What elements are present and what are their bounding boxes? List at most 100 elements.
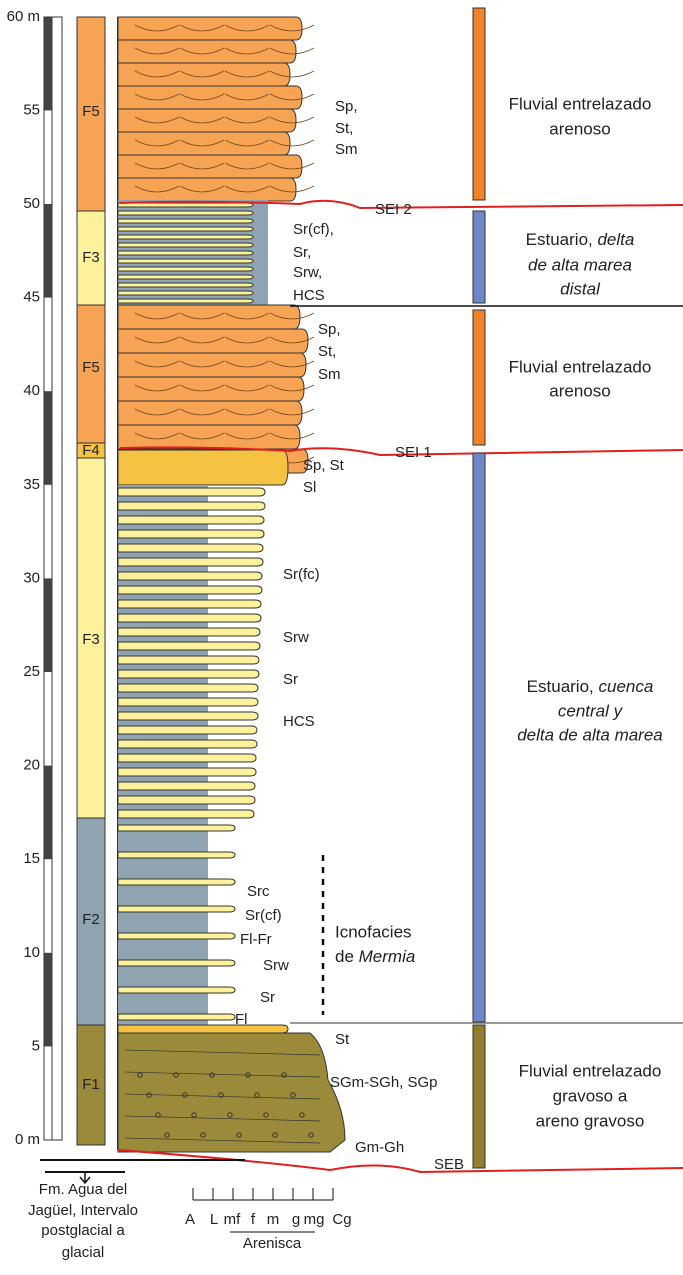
formation-label: Jagüel, Intervalo <box>28 1202 138 1219</box>
lithofacies-label: Sm <box>335 141 358 158</box>
scale-segment <box>44 953 52 1047</box>
thin-bed <box>118 227 253 231</box>
grain-label: A <box>185 1211 195 1228</box>
environment-label: Fluvial entrelazado <box>509 357 652 376</box>
ripple-bed <box>118 558 263 566</box>
ripple-lens <box>118 825 235 831</box>
scale-segment <box>44 578 52 672</box>
ripple-bed <box>118 782 255 790</box>
sand-bed <box>118 86 302 109</box>
environment-label: Estuario, delta <box>526 230 635 249</box>
ripple-bed <box>118 642 260 650</box>
lithofacies-label: Sm <box>318 366 341 383</box>
scale-label: 45 <box>23 289 40 306</box>
scale-label: 0 m <box>15 1131 40 1148</box>
thin-bed <box>118 259 253 263</box>
lithofacies-label: Gm-Gh <box>355 1139 404 1156</box>
scale-segment <box>44 17 52 111</box>
environment-label: de alta marea <box>528 255 632 274</box>
ripple-bed <box>118 810 254 818</box>
scale-label: 40 <box>23 382 40 399</box>
surface-label: SEI 2 <box>375 201 412 218</box>
scale-segment <box>44 766 52 860</box>
thin-bed <box>118 243 253 247</box>
lithofacies-label: St, <box>318 343 336 360</box>
ripple-bed <box>118 586 262 594</box>
formation-label: Fm. Agua del <box>39 1181 127 1198</box>
ichno-label: Icnofacies <box>335 922 412 941</box>
sand-bed <box>118 178 296 201</box>
ripple-bed <box>118 796 255 804</box>
ripple-bed <box>118 754 256 762</box>
scale-bar <box>52 17 62 1140</box>
scale-label: 50 <box>23 195 40 212</box>
facies-label: F1 <box>82 1076 100 1093</box>
environment-bar <box>473 211 485 303</box>
scale-label: 30 <box>23 569 40 586</box>
formation-label: glacial <box>62 1244 105 1261</box>
lithofacies-label: Srw, <box>293 264 322 281</box>
environment-label: Estuario, cuenca <box>527 677 654 696</box>
env-text: Estuario, <box>527 677 599 696</box>
lithofacies-label: Src <box>247 883 270 900</box>
facies-label: F4 <box>82 442 100 459</box>
ripple-bed <box>118 768 256 776</box>
environment-label: central y <box>558 701 624 720</box>
lithofacies-label: St <box>335 1031 350 1048</box>
thin-bed <box>118 203 253 207</box>
thin-bed <box>118 267 253 271</box>
surface-label: SEB <box>434 1156 464 1173</box>
lithofacies-label: HCS <box>283 713 315 730</box>
scale-label: 20 <box>23 757 40 774</box>
facies-label: F3 <box>82 249 100 266</box>
ripple-bed <box>118 698 258 706</box>
thin-bed <box>118 291 253 295</box>
lithofacies-label: Srw <box>283 629 309 646</box>
ripple-lens <box>118 987 235 993</box>
environment-bar <box>473 310 485 445</box>
env-text: Estuario, <box>526 230 598 249</box>
thin-bed <box>118 251 253 255</box>
ripple-bed <box>118 670 259 678</box>
grain-label: mg <box>304 1211 325 1228</box>
environment-label: arenoso <box>549 119 610 138</box>
sand-bed <box>118 40 296 63</box>
ripple-bed <box>118 488 265 496</box>
ripple-bed <box>118 726 257 734</box>
ripple-bed <box>118 600 261 608</box>
env-text: cuenca <box>598 677 653 696</box>
ripple-bed <box>118 712 258 720</box>
grain-name: Arenisca <box>243 1235 302 1252</box>
environment-bar <box>473 8 485 200</box>
ripple-bed <box>118 502 265 510</box>
lithofacies-label: Sp, <box>335 98 358 115</box>
ripple-lens <box>118 906 235 912</box>
ichno-text: de <box>335 947 359 966</box>
lithofacies-label: Sp, <box>318 321 341 338</box>
environment-label: gravoso a <box>553 1086 628 1105</box>
scale-label: 55 <box>23 101 40 118</box>
ripple-bed <box>118 544 263 552</box>
facies-label: F3 <box>82 631 100 648</box>
environment-label: Fluvial entrelazado <box>509 94 652 113</box>
ripple-bed <box>118 516 264 524</box>
thin-bed <box>118 299 253 303</box>
lithofacies-label: Fl-Fr <box>240 931 272 948</box>
lithofacies-label: SGm-SGh, SGp <box>330 1074 438 1091</box>
lithofacies-label: Sr(cf) <box>245 907 282 924</box>
scale-segment <box>44 204 52 298</box>
scale-label: 25 <box>23 663 40 680</box>
grain-label: L <box>210 1211 218 1228</box>
ripple-lens <box>118 879 235 885</box>
sand-bed <box>118 353 306 377</box>
lithofacies-label: Sp, St <box>303 457 345 474</box>
lithofacies-label: Sl <box>303 479 316 496</box>
facies-label: F5 <box>82 359 100 376</box>
environment-bar <box>473 1025 485 1168</box>
ripple-bed <box>118 572 262 580</box>
scale-label: 60 m <box>7 8 40 25</box>
lithofacies-label: HCS <box>293 287 325 304</box>
lithofacies-label: Sr(cf), <box>293 221 334 238</box>
sand-bed <box>118 377 304 401</box>
thin-bed <box>118 219 253 223</box>
